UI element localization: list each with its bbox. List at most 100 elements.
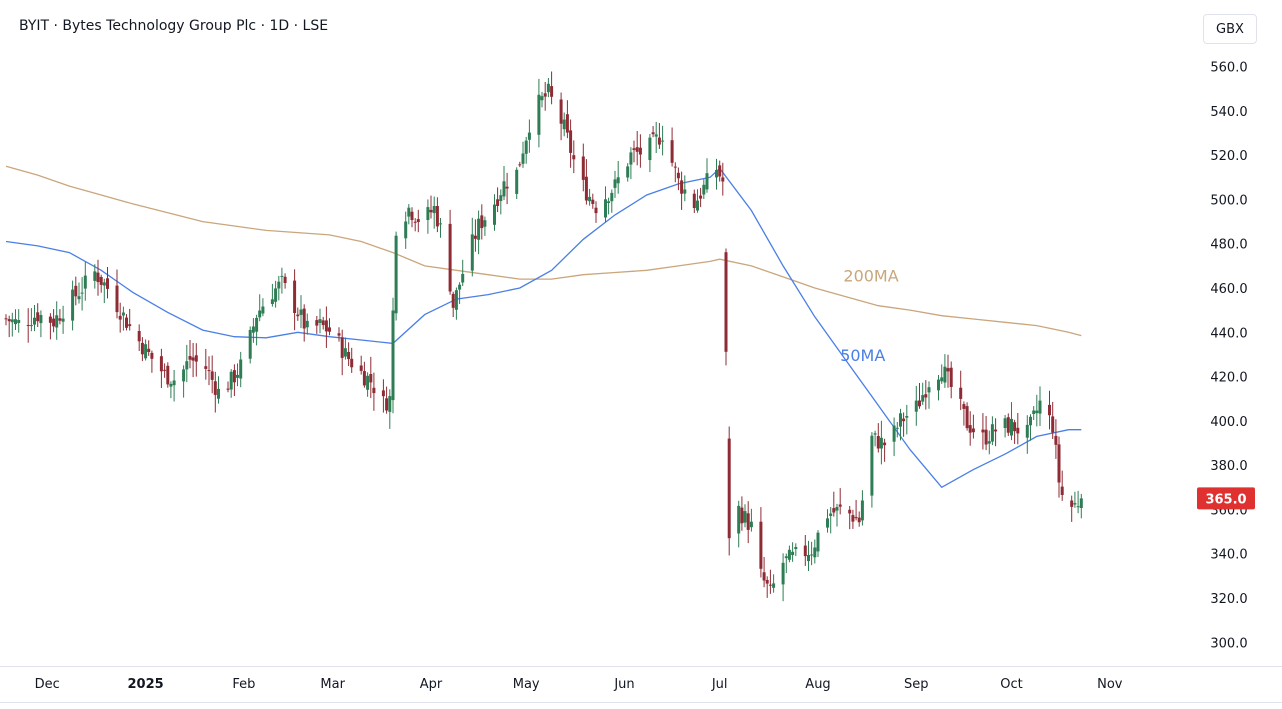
candle xyxy=(274,280,278,308)
ma-line-200ma xyxy=(5,165,1082,337)
candle xyxy=(854,499,858,521)
candle xyxy=(413,218,417,232)
candle xyxy=(635,131,639,166)
candle xyxy=(118,302,122,333)
candle xyxy=(454,287,458,320)
time-tick-label: Aug xyxy=(805,677,830,692)
candle xyxy=(588,188,592,206)
candle xyxy=(1025,415,1029,454)
candle xyxy=(14,309,17,330)
time-tick-label: Oct xyxy=(1000,677,1022,692)
price-tick-label: 380.0 xyxy=(1210,459,1247,474)
candle xyxy=(524,136,528,164)
candle xyxy=(990,416,994,446)
candle xyxy=(1079,493,1083,519)
price-axis[interactable]: 300.0320.0340.0360.0380.0400.0420.0440.0… xyxy=(1197,61,1255,652)
candle xyxy=(1038,386,1042,426)
candle xyxy=(283,273,287,289)
candle xyxy=(562,112,566,137)
candle xyxy=(784,553,788,574)
candle xyxy=(385,386,389,414)
candle xyxy=(483,216,487,236)
candle xyxy=(270,283,274,307)
candle xyxy=(740,496,744,531)
candle xyxy=(559,92,563,141)
candle xyxy=(232,364,236,396)
candle xyxy=(147,340,151,356)
candle xyxy=(93,264,97,289)
candle xyxy=(229,369,233,398)
candle xyxy=(616,161,620,194)
candle xyxy=(258,294,262,322)
candle xyxy=(838,488,842,515)
candle xyxy=(188,340,192,369)
candle xyxy=(565,100,569,139)
candle xyxy=(426,199,430,234)
candle xyxy=(340,329,344,376)
candle xyxy=(448,209,452,295)
candle xyxy=(99,274,103,293)
candle xyxy=(39,310,43,338)
candle xyxy=(949,361,953,399)
candle xyxy=(321,316,325,330)
ma-line-50ma xyxy=(5,167,1082,489)
candle xyxy=(721,162,725,196)
candle xyxy=(496,187,500,213)
price-tick-label: 460.0 xyxy=(1210,282,1247,297)
price-tick-label: 420.0 xyxy=(1210,371,1247,386)
time-tick-label: Sep xyxy=(904,677,929,692)
candle xyxy=(324,306,328,348)
candle xyxy=(296,307,300,321)
candle xyxy=(715,158,718,190)
candle xyxy=(493,194,496,231)
time-tick-label: Jul xyxy=(711,677,728,692)
candle xyxy=(546,78,550,98)
candle xyxy=(83,261,87,301)
candle xyxy=(638,134,642,168)
candle xyxy=(1013,419,1017,444)
candle xyxy=(1006,413,1010,436)
candle xyxy=(1054,419,1058,459)
ma-label-50ma: 50MA xyxy=(840,346,885,365)
candle xyxy=(318,308,322,334)
candle xyxy=(404,211,408,249)
candle xyxy=(251,318,255,343)
candle xyxy=(4,314,8,326)
candle xyxy=(692,189,696,213)
candle xyxy=(305,313,309,335)
price-tick-label: 520.0 xyxy=(1210,149,1247,164)
candle xyxy=(829,507,833,534)
candle xyxy=(172,370,176,402)
candle xyxy=(163,363,167,378)
candle xyxy=(429,195,433,219)
candle xyxy=(432,196,436,229)
candle xyxy=(236,363,239,387)
candle xyxy=(194,343,198,377)
candle xyxy=(971,414,975,439)
candle xyxy=(102,278,106,304)
candle xyxy=(410,207,414,228)
candle xyxy=(213,371,217,413)
candle xyxy=(851,509,855,529)
candle xyxy=(1032,406,1036,420)
chart-title: BYIT · Bytes Technology Group Plc · 1D ·… xyxy=(19,18,329,34)
candle xyxy=(48,313,52,340)
price-tick-label: 540.0 xyxy=(1210,105,1247,120)
candle xyxy=(848,506,852,530)
currency-button[interactable]: GBX xyxy=(1203,14,1257,44)
price-tick-label: 480.0 xyxy=(1210,238,1247,253)
candle xyxy=(803,535,807,566)
candle xyxy=(994,418,998,447)
candle xyxy=(115,269,119,319)
time-axis[interactable]: Dec 2025 Feb Mar Apr May Jun Jul Aug Sep Oct Nov xyxy=(35,677,1123,692)
candle xyxy=(857,511,861,527)
candle xyxy=(470,217,474,277)
candle xyxy=(727,426,731,556)
candle xyxy=(914,385,918,426)
last-price-badge: 365.0 xyxy=(1197,487,1255,510)
candle xyxy=(369,356,373,399)
candle xyxy=(654,121,658,153)
candle xyxy=(918,383,921,409)
candle xyxy=(962,401,966,426)
